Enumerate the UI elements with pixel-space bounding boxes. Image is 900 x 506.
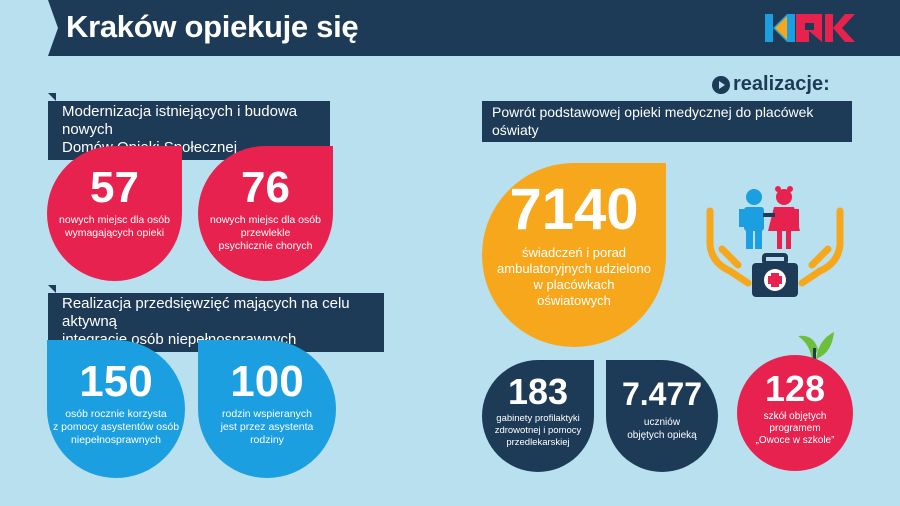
stat-drop-76: 76 nowych miejsc dla osób przewlekle psy…	[198, 146, 333, 281]
krk-logo	[765, 14, 855, 42]
stat-desc-line: z pomocy asystentów osób	[52, 421, 180, 433]
stat-desc-line: zdrowotnej i pomocy	[494, 425, 582, 436]
stat-desc-line: ambulatoryjnych udzielono	[497, 261, 651, 276]
children-icon	[739, 186, 800, 249]
section3-label-text: Powrót podstawowej opieki medycznej do p…	[492, 104, 814, 138]
stat-desc-line: świadczeń i porad	[521, 245, 627, 260]
stat-desc-line: niepełnosprawnych	[71, 434, 161, 446]
stat-drop-7140: 7140 świadczeń i porad ambulatoryjnych u…	[482, 163, 666, 347]
realizacje-label: realizacje:	[733, 73, 830, 95]
stat-desc-line: „Owoce w szkole”	[755, 435, 835, 446]
label-tick	[48, 93, 56, 101]
label-tick	[48, 285, 56, 293]
section2-label-line: Realizacja przedsięwzięć mających na cel…	[62, 295, 350, 330]
stat-value: 76	[241, 163, 290, 212]
stat-desc-line: wymagających opieki	[64, 227, 165, 239]
stat-desc-line: przedlekarskiej	[506, 437, 570, 448]
care-illustration	[706, 186, 844, 297]
logo-letter-k2	[825, 14, 855, 42]
stat-drop-57: 57 nowych miejsc dla osób wymagających o…	[47, 146, 182, 281]
stat-drop-150: 150 osób rocznie korzysta z pomocy asyst…	[47, 340, 185, 478]
stat-desc-line: rodziny	[250, 434, 284, 446]
stat-desc-line: szkół objętych	[763, 411, 827, 422]
logo-letter-k1	[765, 14, 795, 42]
stat-desc-line: rodzin wspieranych	[222, 408, 312, 420]
stat-desc-line: oświatowych	[537, 293, 611, 308]
stat-drop-183: 183 gabinety profilaktyki zdrowotnej i p…	[482, 360, 594, 472]
stat-desc-line: jest przez asystenta	[220, 421, 314, 433]
stat-desc-line: nowych miejsc dla osób	[59, 214, 170, 226]
stat-value: 183	[507, 371, 569, 412]
first-aid-kit-icon	[752, 253, 798, 297]
stat-desc-line: uczniów	[643, 417, 681, 428]
stat-value: 7140	[509, 177, 639, 242]
stat-drop-128: 128 szkół objętych programem „Owoce w sz…	[737, 355, 853, 471]
stat-desc-line: gabinety profilaktyki	[496, 413, 580, 424]
apple-leaf-icon	[798, 332, 834, 362]
play-circle-icon	[712, 76, 730, 94]
stat-desc-line: psychicznie chorych	[218, 240, 313, 252]
header-bar	[48, 0, 900, 56]
stat-value: 57	[90, 163, 139, 212]
logo-letter-r	[796, 14, 822, 42]
section3-label: Powrót podstawowej opieki medycznej do p…	[482, 101, 852, 142]
caring-hands-icon	[706, 207, 844, 287]
stat-desc-line: programem	[769, 423, 821, 434]
stat-drop-100: 100 rodzin wspieranych jest przez asyste…	[198, 340, 336, 478]
stat-value: 7.477	[621, 376, 703, 412]
stat-desc-line: nowych miejsc dla osób	[210, 214, 321, 226]
stat-desc-line: osób rocznie korzysta	[65, 408, 167, 420]
page-title: Kraków opiekuje się	[66, 9, 359, 44]
stat-desc-line: przewlekle	[240, 227, 291, 239]
stat-drop-7477: 7.477 uczniów objętych opieką	[606, 360, 718, 472]
stat-desc-line: objętych opieką	[627, 430, 697, 441]
stat-value: 128	[764, 368, 826, 409]
section1-label-line: Modernizacja istniejących i budowa nowyc…	[62, 103, 298, 138]
stat-value: 150	[79, 357, 153, 406]
stat-value: 100	[230, 357, 304, 406]
stat-desc-line: w placówkach	[533, 277, 615, 292]
